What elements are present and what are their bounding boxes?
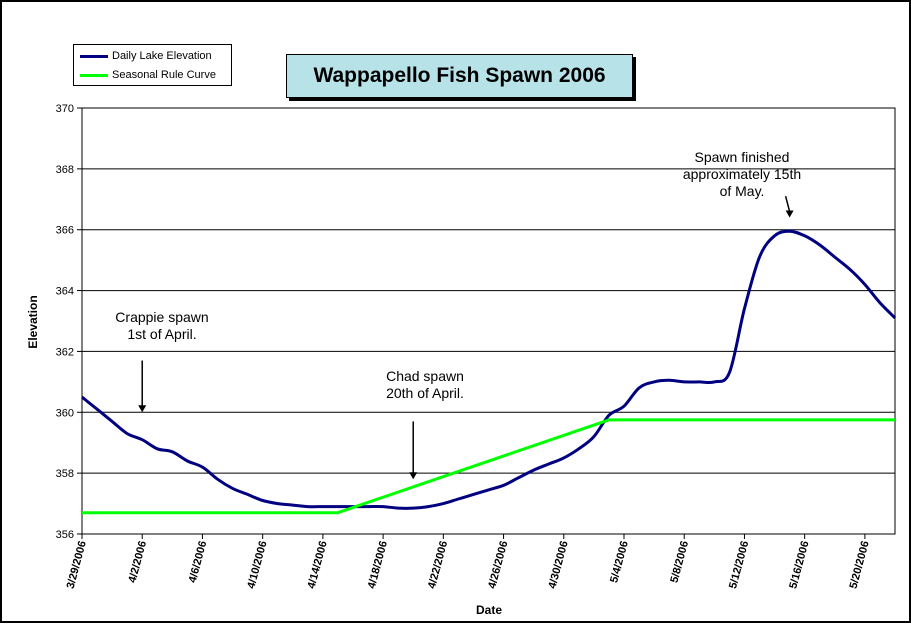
x-tick-label: 5/12/2006 [727,540,751,590]
series-line-daily-lake-elevation [81,229,897,510]
annotation-arrows [138,196,794,480]
arrow-chad-spawn [409,421,418,480]
x-tick-label: 4/22/2006 [426,540,450,590]
plot-area [81,107,896,535]
legend-swatch-daily-lake-elevation [80,54,108,58]
y-tick-label: 362 [56,346,74,358]
arrow-shaft [784,196,791,212]
legend: Daily Lake Elevation Seasonal Rule Curve [73,44,232,86]
x-axis-label: Date [476,603,502,617]
x-tick-label: 3/29/2006 [65,540,89,590]
y-tick-label: 366 [56,225,74,237]
x-tick-label: 4/14/2006 [306,540,330,590]
annotation-crappie-spawn: Crappie spawn 1st of April. [115,309,209,342]
x-tick-label: 4/6/2006 [187,540,210,584]
x-axis: 3/29/2006 4/2/2006 4/6/2006 4/10/2006 4/14/2… [65,534,872,590]
x-tick-label: 4/30/2006 [546,540,570,590]
annotation-chad-spawn: Chad spawn 20th of April. [386,368,464,401]
arrow-spawn-finished [784,196,794,218]
annotation-spawn-finished: Spawn finished approximately 15th of May… [682,149,802,199]
y-tick-label: 368 [56,164,74,176]
x-tick-label: 5/8/2006 [668,540,691,584]
x-tick-label: 4/2/2006 [126,540,149,584]
x-tick-label: 5/20/2006 [848,540,872,590]
legend-swatch-seasonal-rule-curve [80,73,108,77]
legend-label: Seasonal Rule Curve [112,69,216,81]
y-tick-label: 360 [56,407,74,419]
arrow-head [409,472,418,480]
series-line-seasonal-rule-curve [82,418,895,515]
y-tick-label: 370 [56,103,74,115]
y-tick-label: 358 [56,468,74,480]
grid-layer [82,168,895,474]
x-tick-label: 5/4/2006 [608,540,631,584]
legend-item-seasonal-rule-curve: Seasonal Rule Curve [80,66,216,84]
y-tick-label: 356 [56,529,74,541]
legend-item-daily-lake-elevation: Daily Lake Elevation [80,47,212,65]
y-tick-label: 364 [56,286,74,298]
series-layer [81,229,897,515]
x-tick-label: 4/18/2006 [366,540,390,590]
arrow-head [785,210,794,218]
arrow-head [138,405,147,413]
x-tick-label: 5/16/2006 [787,540,811,590]
x-tick-label: 4/10/2006 [245,540,269,590]
chart-title: Wappapello Fish Spawn 2006 [286,54,633,98]
y-axis: 356 358 360 362 364 366 368 370 [56,103,82,541]
y-axis-label: Elevation [26,295,40,348]
x-tick-label: 4/26/2006 [486,540,510,590]
arrow-crappie-spawn [138,360,147,413]
legend-label: Daily Lake Elevation [112,50,212,62]
